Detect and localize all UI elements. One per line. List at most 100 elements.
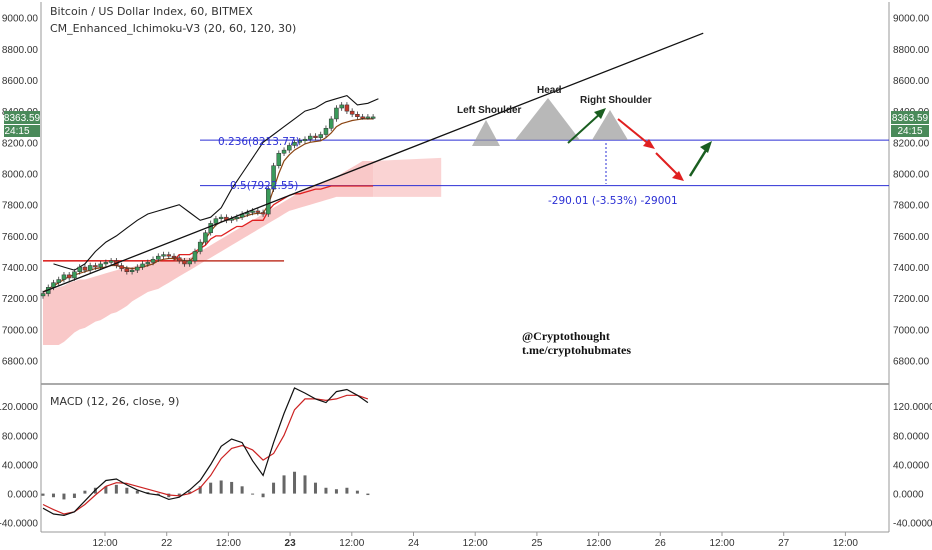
- histogram-bar: [366, 493, 370, 496]
- histogram-bar: [345, 487, 349, 494]
- histogram-bar: [282, 475, 286, 494]
- candle-body: [77, 266, 82, 272]
- ascending-trend-line: [42, 32, 704, 293]
- arrow-up-icon: [688, 141, 712, 177]
- time-tick-label: 12:00: [92, 538, 117, 549]
- right-shoulder-label: Right Shoulder: [580, 95, 652, 106]
- countdown-right: 24:15: [897, 126, 922, 137]
- price-tick-label-right: 7000.00: [893, 325, 930, 336]
- price-tick-label-left: 9000.00: [2, 14, 39, 25]
- candle-body: [135, 266, 140, 271]
- price-tick-label-left: 8000.00: [2, 170, 39, 181]
- macd-tick-label-right: 120.0000: [893, 402, 932, 413]
- price-tick-label-left: 7200.00: [2, 294, 39, 305]
- right-shoulder-triangle: [592, 110, 628, 140]
- macd-polyline: [42, 387, 369, 517]
- histogram-bar: [62, 493, 66, 500]
- candle-body: [72, 271, 77, 279]
- candle-body: [145, 262, 151, 265]
- candle-body: [182, 260, 187, 265]
- candle-body: [208, 223, 213, 234]
- price-tick-label-right: 7800.00: [893, 201, 930, 212]
- macd-signal-line: [42, 394, 369, 515]
- candle-body: [61, 274, 67, 280]
- left-shoulder-label: Left Shoulder: [457, 105, 522, 116]
- candle-body: [365, 116, 371, 119]
- candle-body: [302, 138, 308, 142]
- time-tick-label: 25: [531, 538, 543, 549]
- time-tick-label: 23: [285, 538, 297, 549]
- histogram-bar: [198, 486, 202, 494]
- candle-body: [187, 260, 192, 265]
- tenkan-polyline: [42, 118, 374, 293]
- price-tick-label-right: 7400.00: [893, 263, 930, 274]
- price-tick-label-right: 8800.00: [893, 45, 930, 56]
- macd-line: [42, 387, 369, 517]
- time-tick-label: 12:00: [833, 538, 858, 549]
- candle-body: [360, 116, 365, 119]
- measure-label: -290.01 (-3.53%) -29001: [548, 195, 678, 207]
- candle-body: [66, 274, 72, 279]
- macd-axis-labels: -40.0000 -40.0000 0.0000 0.0000 40.0000 40.00…: [0, 402, 932, 530]
- kijun-line: [43, 185, 374, 262]
- candle-body: [370, 116, 376, 119]
- lagging-polyline: [53, 94, 379, 271]
- price-badge-left-value: 8363.59: [4, 113, 41, 124]
- candle-body: [119, 265, 124, 269]
- cloud-projection: [373, 157, 442, 197]
- candle-body: [318, 134, 323, 138]
- candle-body: [234, 216, 240, 219]
- candle-body: [93, 265, 98, 268]
- histogram-bar: [230, 481, 234, 494]
- candle-body: [323, 128, 329, 135]
- candle-body: [87, 265, 93, 271]
- histogram-bar: [251, 493, 255, 495]
- price-tick-label-right: 9000.00: [893, 14, 930, 25]
- macd-tick-label-right: 40.0000: [893, 460, 930, 471]
- candle-body: [176, 257, 182, 262]
- histogram-bar: [188, 491, 192, 494]
- candle-body: [328, 118, 334, 129]
- arrow-down-icon: [655, 152, 684, 181]
- histogram-bar: [355, 490, 359, 494]
- candle-body: [276, 152, 282, 166]
- candle-body: [307, 135, 313, 140]
- price-badge-right: [891, 111, 929, 124]
- time-tick-label: 26: [655, 538, 667, 549]
- candle-body: [271, 165, 276, 190]
- candle-body: [124, 268, 130, 272]
- head-label: Head: [537, 85, 561, 96]
- macd-tick-label-left: 80.0000: [2, 431, 39, 442]
- candle-body: [156, 255, 161, 260]
- fib-236-label: 0.236(8213.77): [218, 136, 300, 148]
- candle-body: [56, 279, 61, 283]
- candle-body: [349, 110, 355, 115]
- histogram-bar: [146, 492, 150, 494]
- candle-body: [103, 262, 109, 265]
- candles: [40, 102, 376, 299]
- candle-body: [281, 149, 287, 154]
- price-tick-label-left: 8600.00: [2, 76, 39, 87]
- kijun-polyline: [43, 185, 374, 262]
- candle-body: [218, 216, 224, 219]
- histogram-bar: [41, 493, 45, 496]
- histogram-bar: [293, 471, 297, 494]
- price-tick-label-right: 8200.00: [893, 138, 930, 149]
- candle-body: [150, 259, 156, 263]
- candle-body: [292, 142, 297, 146]
- watermark-handle: @Cryptothought: [522, 329, 610, 343]
- candle-body: [161, 254, 166, 257]
- price-tick-label-right: 6800.00: [893, 357, 930, 368]
- chart-title: Bitcoin / US Dollar Index, 60, BITMEX: [50, 5, 253, 18]
- histogram-bar: [156, 493, 160, 496]
- time-tick-label: 22: [161, 538, 173, 549]
- price-tick-label-right: 8600.00: [893, 76, 930, 87]
- macd-tick-label-left: 40.0000: [2, 460, 39, 471]
- candle-body: [266, 188, 271, 215]
- candle-body: [108, 260, 114, 263]
- candle-body: [255, 210, 261, 213]
- histogram-bar: [83, 490, 87, 494]
- histogram-bar: [135, 490, 139, 494]
- candle-body: [192, 251, 198, 262]
- histogram-bar: [272, 482, 276, 494]
